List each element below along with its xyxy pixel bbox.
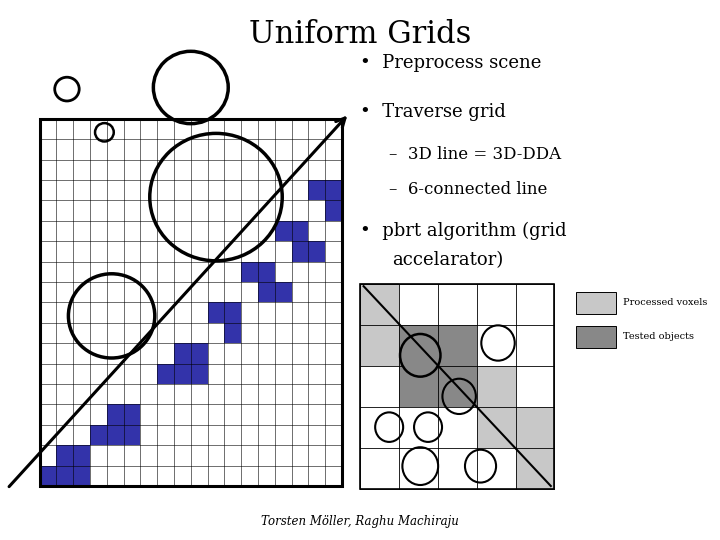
- Text: –  3D line = 3D-DDA: – 3D line = 3D-DDA: [389, 146, 561, 163]
- Bar: [73, 445, 90, 465]
- Bar: [40, 119, 342, 486]
- Bar: [399, 366, 438, 407]
- Bar: [241, 261, 258, 282]
- Bar: [124, 404, 140, 425]
- Bar: [73, 465, 90, 486]
- Bar: [576, 292, 616, 314]
- Bar: [477, 366, 516, 407]
- Bar: [107, 404, 124, 425]
- Bar: [516, 407, 554, 448]
- Bar: [56, 445, 73, 465]
- Bar: [438, 325, 477, 366]
- Bar: [438, 325, 477, 366]
- Bar: [360, 325, 399, 366]
- Bar: [399, 325, 438, 366]
- Text: Torsten Möller, Raghu Machiraju: Torsten Möller, Raghu Machiraju: [261, 515, 459, 528]
- Bar: [225, 323, 241, 343]
- Text: •  Preprocess scene: • Preprocess scene: [360, 54, 541, 72]
- Text: Processed voxels: Processed voxels: [623, 299, 707, 307]
- Text: accelarator): accelarator): [392, 251, 504, 269]
- Bar: [275, 221, 292, 241]
- Bar: [124, 425, 140, 445]
- Bar: [157, 363, 174, 384]
- Bar: [308, 180, 325, 200]
- Bar: [438, 366, 477, 407]
- Bar: [360, 284, 554, 489]
- Bar: [325, 200, 342, 221]
- Ellipse shape: [400, 334, 441, 377]
- Text: Uniform Grids: Uniform Grids: [249, 19, 471, 50]
- Bar: [225, 302, 241, 323]
- Bar: [258, 282, 275, 302]
- Bar: [174, 363, 191, 384]
- Bar: [438, 366, 477, 407]
- Bar: [292, 241, 308, 261]
- Bar: [516, 448, 554, 489]
- Text: •  pbrt algorithm (grid: • pbrt algorithm (grid: [360, 221, 567, 240]
- Bar: [360, 284, 399, 325]
- Text: Tested objects: Tested objects: [623, 333, 694, 341]
- Bar: [477, 407, 516, 448]
- Bar: [90, 425, 107, 445]
- Bar: [56, 465, 73, 486]
- Bar: [207, 302, 225, 323]
- Bar: [292, 221, 308, 241]
- Bar: [191, 363, 207, 384]
- Bar: [107, 425, 124, 445]
- Bar: [191, 343, 207, 363]
- Bar: [275, 282, 292, 302]
- Bar: [174, 343, 191, 363]
- Bar: [40, 465, 56, 486]
- Bar: [399, 325, 438, 366]
- Bar: [258, 261, 275, 282]
- Text: •  Traverse grid: • Traverse grid: [360, 103, 506, 120]
- Bar: [308, 241, 325, 261]
- Bar: [325, 180, 342, 200]
- Text: –  6-connected line: – 6-connected line: [389, 181, 547, 198]
- Bar: [576, 326, 616, 348]
